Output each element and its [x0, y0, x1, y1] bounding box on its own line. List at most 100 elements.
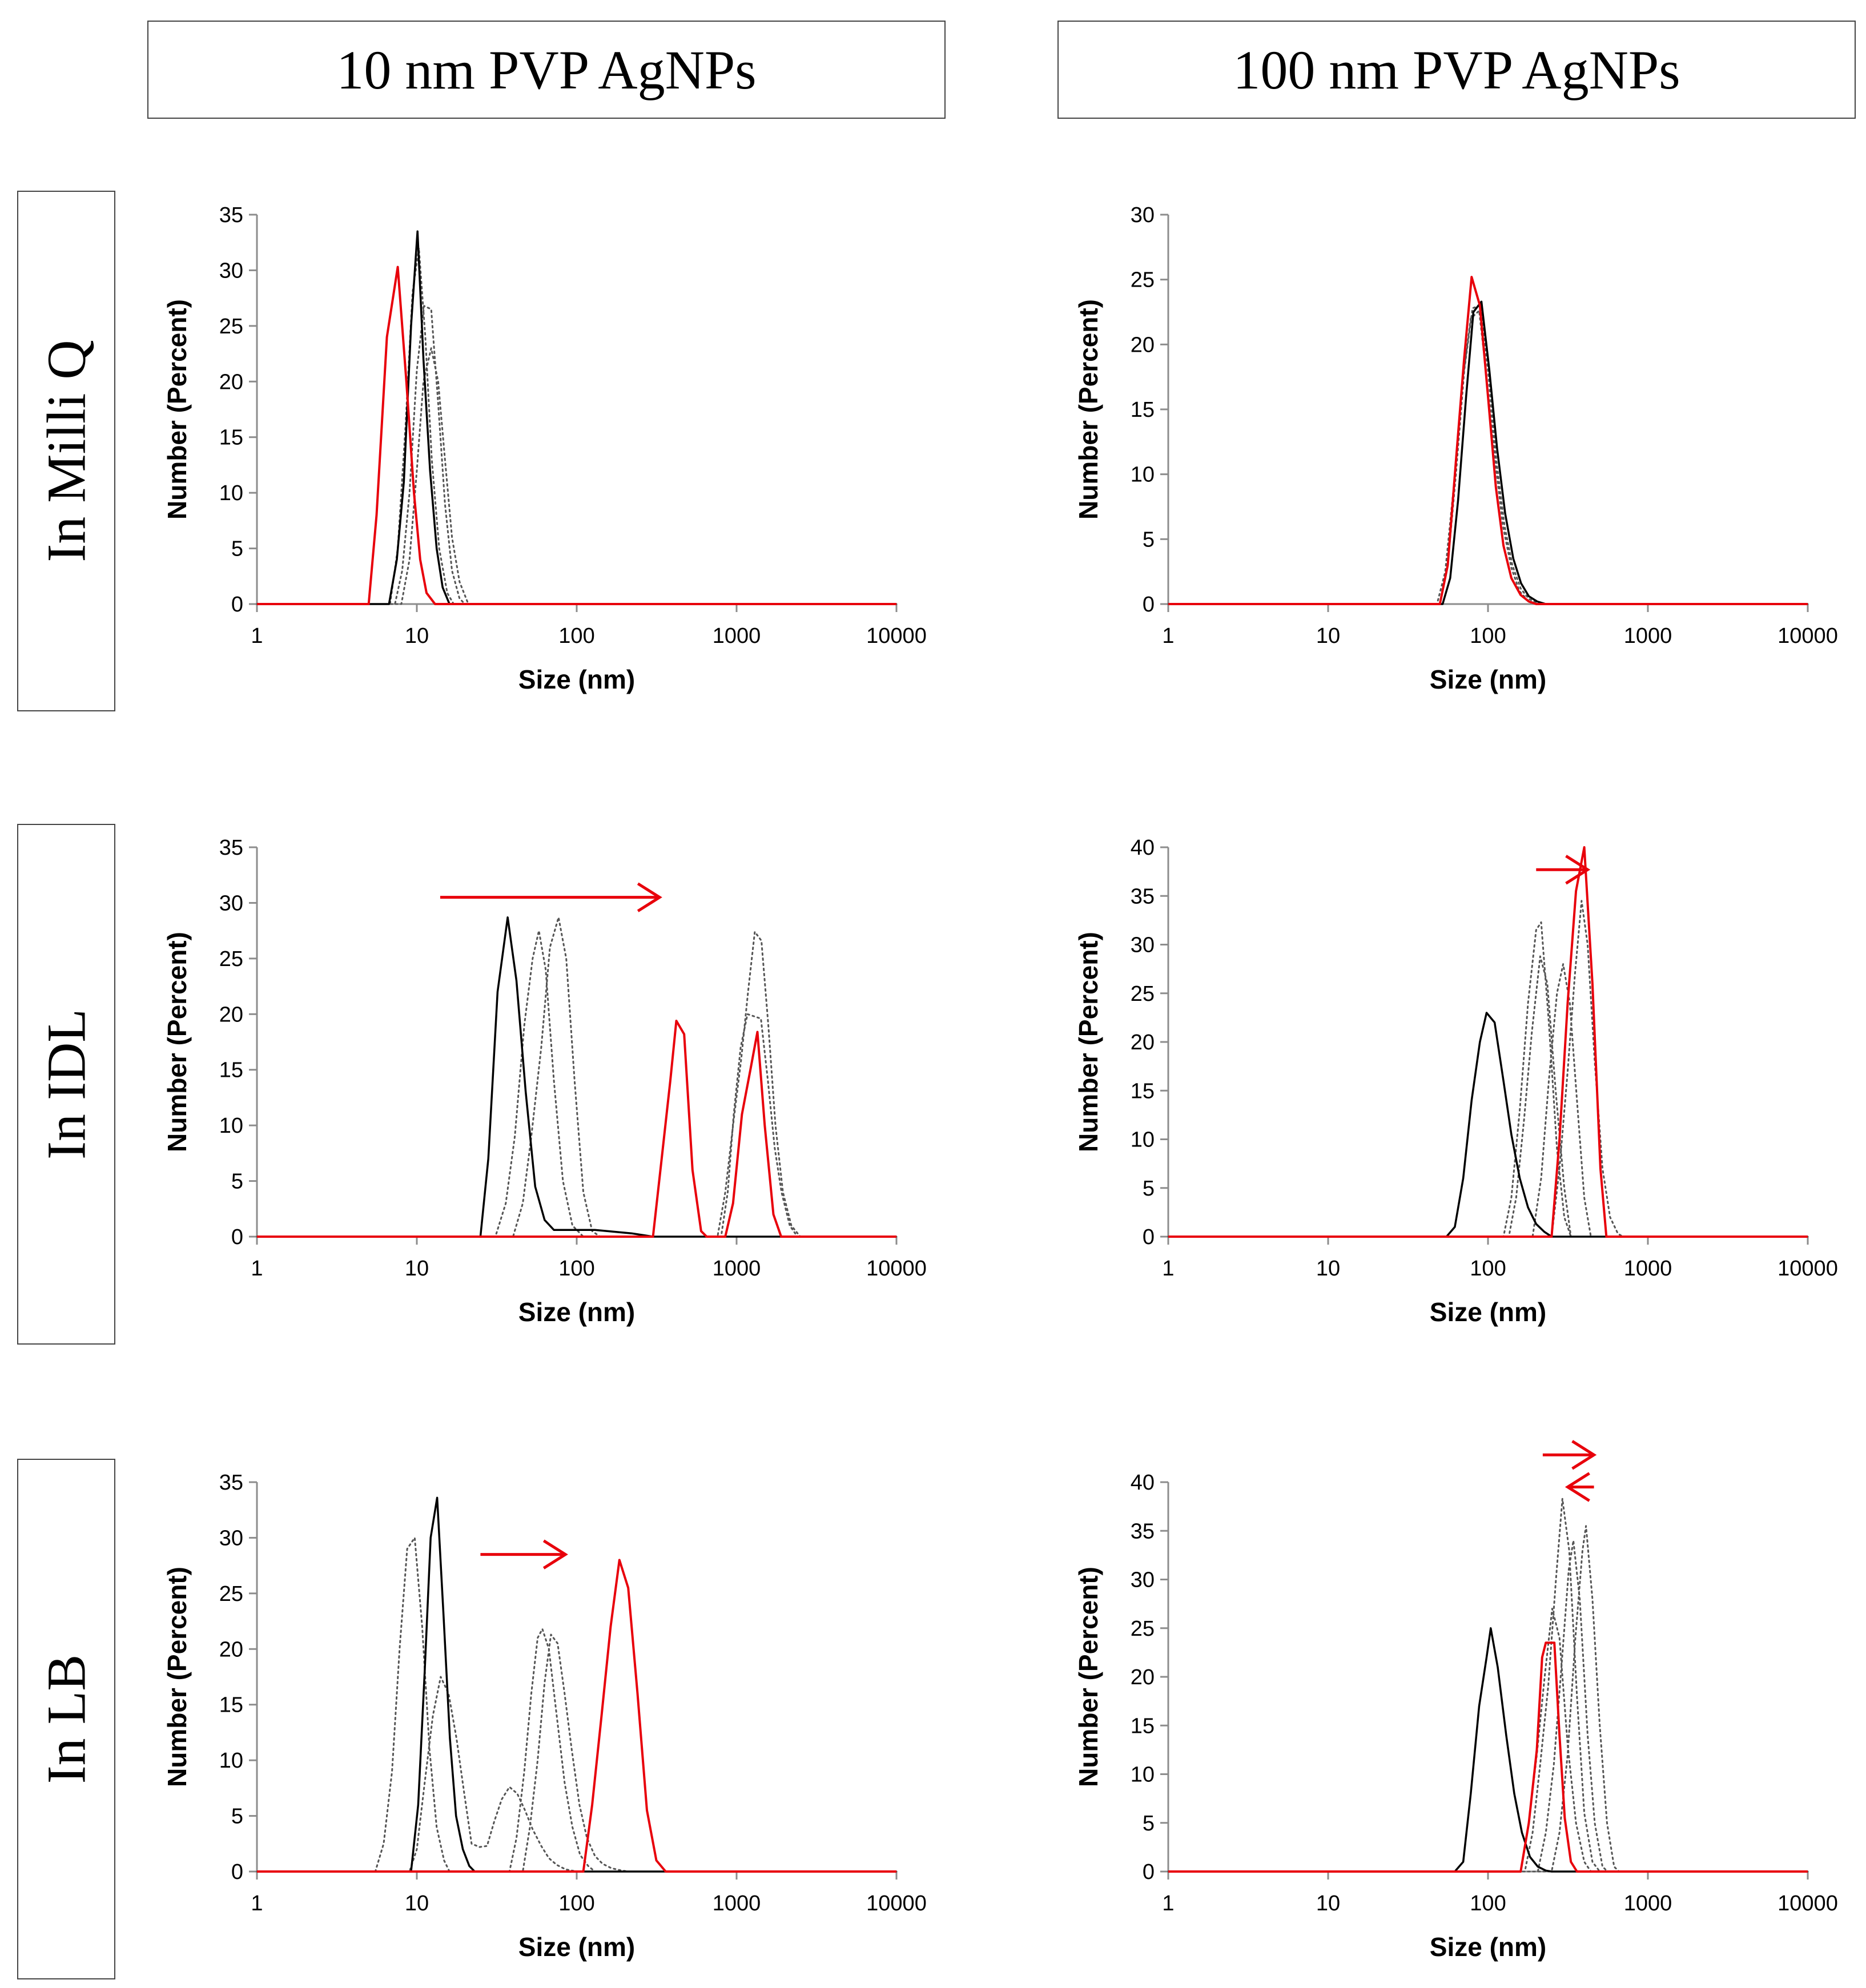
chart3-svg: 0 5 10 15 20 25 30 35 40 1 10 100 1000 10000 Size (nm)…: [1073, 836, 1838, 1327]
chart3-y-axis-title: Number (Percent): [1073, 932, 1103, 1152]
chart4-x-tick-label: 10000: [866, 1892, 927, 1915]
chart-milliq-100nm: 0 5 10 15 20 25 30 1 10 100 1000 10000 Size (nm) Numb…: [1065, 194, 1859, 708]
chart1-y-tick-label: 15: [1131, 398, 1155, 422]
chart0-series-dotted-1: [256, 247, 898, 605]
chart5-y-tick-label: 25: [1131, 1617, 1155, 1641]
chart3-x-tick-label: 10: [1316, 1257, 1340, 1281]
chart3-arrow-right: [1536, 855, 1591, 885]
chart2-y-tick-label: 25: [219, 947, 243, 971]
chart2-x-tick-label: 1: [251, 1257, 263, 1281]
chart-milliq-10nm: 0 5 10 15 20 25 30 35 1 10 100 1000 10000 Size (nm) Nu…: [154, 194, 948, 708]
chart4-y-axis-title: Number (Percent): [162, 1567, 192, 1787]
chart4-y-tick-label: 0: [231, 1860, 243, 1884]
row-header-idl-label: In IDL: [35, 1009, 97, 1160]
chart-idl-100nm: 0 5 10 15 20 25 30 35 40 1 10 100 1000 10000 Size (nm)…: [1065, 827, 1859, 1341]
chart5-y-tick-label: 0: [1143, 1860, 1155, 1884]
column-header-10nm: 10 nm PVP AgNPs: [147, 21, 946, 119]
chart0-y-tick-label: 35: [219, 203, 243, 227]
chart1-series-black: [1168, 300, 1808, 605]
chart3-y-tick-label: 25: [1131, 982, 1155, 1006]
chart0-x-tick-label: 10: [405, 624, 429, 648]
chart2-series-dotted-1: [256, 929, 898, 1238]
chart-idl-10nm: 0 5 10 15 20 25 30 35 1 10 100 1000 10000 Size (nm) Nu…: [154, 827, 948, 1341]
chart3-y-tick-label: 35: [1131, 884, 1155, 908]
chart4-series-dotted-1: [256, 1536, 898, 1873]
chart3-series-dotted-3: [1167, 963, 1809, 1238]
chart4-svg: 0 5 10 15 20 25 30 35 1 10 100 1000 10000 Size (nm) Nu…: [162, 1471, 927, 1962]
chart3-series-dotted-2: [1167, 955, 1809, 1238]
chart5-svg: 0 5 10 15 20 25 30 35 40 1 10 100 1000 10000 Size (nm)…: [1073, 1440, 1838, 1962]
chart3-series-dotted-4: [1167, 900, 1809, 1238]
chart5-x-tick-label: 1: [1162, 1892, 1174, 1915]
chart0-x-tick-label: 1: [251, 624, 263, 648]
row-header-milliq: In Milli Q: [17, 191, 115, 711]
chart-lb-100nm: 0 5 10 15 20 25 30 35 40 1 10 100 1000 10000 Size (nm)…: [1065, 1440, 1859, 1975]
chart1-y-tick-label: 0: [1143, 593, 1155, 617]
chart2-series-black: [257, 916, 896, 1238]
chart-lb-10nm: 0 5 10 15 20 25 30 35 1 10 100 1000 10000 Size (nm) Nu…: [154, 1462, 948, 1975]
column-header-100nm: 100 nm PVP AgNPs: [1057, 21, 1856, 119]
column-header-10nm-label: 10 nm PVP AgNPs: [336, 39, 757, 100]
chart5-y-axis-title: Number (Percent): [1073, 1567, 1103, 1787]
chart2-y-tick-label: 0: [231, 1225, 243, 1249]
chart3-y-tick-label: 15: [1131, 1079, 1155, 1103]
chart5-x-tick-label: 10: [1316, 1892, 1340, 1915]
chart0-y-tick-label: 15: [219, 426, 243, 450]
chart5-x-tick-label: 1000: [1624, 1892, 1672, 1915]
chart3-x-tick-label: 10000: [1777, 1257, 1838, 1281]
chart1-svg: 0 5 10 15 20 25 30 1 10 100 1000 10000 Size (nm) Numb…: [1073, 203, 1838, 694]
chart5-arrow-right: [1542, 1440, 1597, 1470]
chart4-series-dotted-4: [256, 1633, 898, 1873]
chart4-x-tick-label: 10: [405, 1892, 429, 1915]
chart1-y-tick-label: 25: [1131, 268, 1155, 292]
chart5-y-tick-label: 40: [1131, 1471, 1155, 1495]
chart2-series-red: [257, 1020, 896, 1238]
chart2-x-tick-label: 100: [558, 1257, 594, 1281]
chart0-y-tick-label: 30: [219, 259, 243, 283]
chart3-series-dotted-1: [1167, 921, 1809, 1238]
chart2-y-tick-label: 30: [219, 891, 243, 915]
chart0-svg: 0 5 10 15 20 25 30 35 1 10 100 1000 10000 Size (nm) Nu…: [162, 203, 927, 694]
chart4-arrow-right: [480, 1539, 568, 1570]
chart0-x-axis-title: Size (nm): [518, 665, 635, 694]
chart5-x-axis-title: Size (nm): [1430, 1932, 1546, 1962]
chart3-y-tick-label: 10: [1131, 1128, 1155, 1152]
chart4-x-tick-label: 1000: [713, 1892, 761, 1915]
chart0-y-tick-label: 0: [231, 593, 243, 617]
column-header-100nm-label: 100 nm PVP AgNPs: [1233, 39, 1680, 100]
chart2-series-dotted-2: [256, 916, 898, 1238]
chart4-series-dotted-3: [256, 1628, 898, 1873]
chart5-series-dotted-1: [1167, 1608, 1809, 1873]
chart5-series-dotted-2: [1167, 1498, 1809, 1873]
row-header-lb-label: In LB: [35, 1654, 97, 1784]
chart5-y-tick-label: 5: [1143, 1812, 1155, 1836]
chart1-x-tick-label: 10000: [1777, 624, 1838, 648]
chart5-series-dotted-4: [1167, 1525, 1809, 1873]
chart4-series-dotted-2: [256, 1676, 898, 1873]
chart2-arrow-right: [440, 882, 662, 912]
chart5-y-tick-label: 35: [1131, 1519, 1155, 1543]
chart4-x-axis-title: Size (nm): [518, 1932, 635, 1962]
chart2-y-tick-label: 15: [219, 1059, 243, 1082]
chart0-series-red: [257, 265, 896, 605]
chart3-y-tick-label: 40: [1131, 836, 1155, 860]
chart5-series-red: [1168, 1641, 1808, 1873]
chart5-y-tick-label: 10: [1131, 1763, 1155, 1787]
chart1-x-tick-label: 1000: [1624, 624, 1672, 648]
chart4-y-tick-label: 30: [219, 1526, 243, 1550]
row-header-milliq-label: In Milli Q: [35, 340, 97, 562]
chart0-x-tick-label: 10000: [866, 624, 927, 648]
chart5-x-tick-label: 10000: [1777, 1892, 1838, 1915]
chart2-x-axis-title: Size (nm): [518, 1297, 635, 1327]
chart2-x-tick-label: 10000: [866, 1257, 927, 1281]
chart5-arrow-left: [1565, 1472, 1594, 1502]
chart0-y-axis-title: Number (Percent): [162, 299, 192, 520]
chart3-x-tick-label: 1: [1162, 1257, 1174, 1281]
chart5-y-tick-label: 30: [1131, 1568, 1155, 1592]
chart4-x-tick-label: 100: [558, 1892, 594, 1915]
chart3-x-tick-label: 100: [1470, 1257, 1506, 1281]
chart3-series-red: [1168, 846, 1808, 1238]
chart4-x-tick-label: 1: [251, 1892, 263, 1915]
chart1-y-tick-label: 5: [1143, 528, 1155, 552]
chart4-y-tick-label: 10: [219, 1749, 243, 1773]
